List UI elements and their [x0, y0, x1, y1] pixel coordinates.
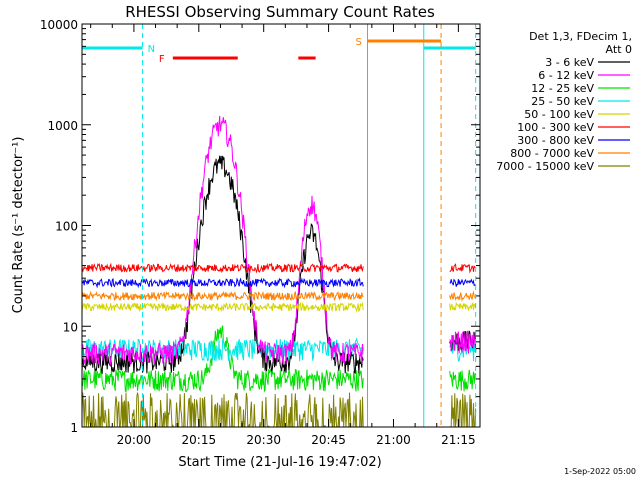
- legend-entry-label: 6 - 12 keV: [538, 69, 594, 82]
- series-layer: [81, 115, 477, 428]
- y-tick-label: 1000: [47, 119, 78, 133]
- flare-label: F: [159, 54, 165, 65]
- x-tick-label: 21:00: [376, 433, 411, 447]
- legend-entry-label: 100 - 300 keV: [517, 121, 594, 134]
- series-line: [81, 262, 476, 274]
- legend-header: Att 0: [606, 43, 632, 56]
- footer-date: 1-Sep-2022 05:00: [564, 467, 636, 476]
- legend-entry-label: 300 - 800 keV: [517, 134, 594, 147]
- legend-entry-label: 7000 - 15000 keV: [496, 160, 594, 173]
- legend-entry-label: 800 - 7000 keV: [510, 147, 594, 160]
- x-tick-label: 21:15: [441, 433, 476, 447]
- legend-header: Det 1,3, FDecim 1,: [529, 30, 632, 43]
- y-tick-label: 100: [55, 220, 78, 234]
- x-axis-label: Start Time (21-Jul-16 19:47:02): [178, 455, 381, 470]
- x-tick-label: 20:15: [182, 433, 217, 447]
- legend-entry-label: 25 - 50 keV: [531, 95, 594, 108]
- series-line: [81, 115, 477, 365]
- x-tick-label: 20:00: [117, 433, 152, 447]
- series-line: [81, 301, 477, 313]
- x-tick-label: 20:30: [246, 433, 281, 447]
- chart-title: RHESSI Observing Summary Count Rates: [125, 3, 435, 21]
- night-label: N: [148, 44, 155, 55]
- series-line: [81, 290, 477, 302]
- y-tick-label: 1: [70, 421, 78, 435]
- saa-label: S: [356, 37, 362, 48]
- series-line: [81, 277, 476, 289]
- axis-layer: 20:00 20:15 20:30 20:45 21:00 21:15 1 10 100 1000…: [40, 18, 481, 447]
- y-tick-label: 10000: [40, 18, 78, 32]
- legend-entry-label: 12 - 25 keV: [531, 82, 594, 95]
- y-axis-label: Count Rate (s⁻¹ detector⁻¹): [11, 137, 26, 314]
- legend-entry-label: 50 - 100 keV: [524, 108, 594, 121]
- legend-entry-label: 3 - 6 keV: [545, 56, 594, 69]
- series-line: [81, 325, 477, 393]
- y-tick-label: 10: [63, 320, 78, 334]
- x-tick-label: 20:45: [311, 433, 346, 447]
